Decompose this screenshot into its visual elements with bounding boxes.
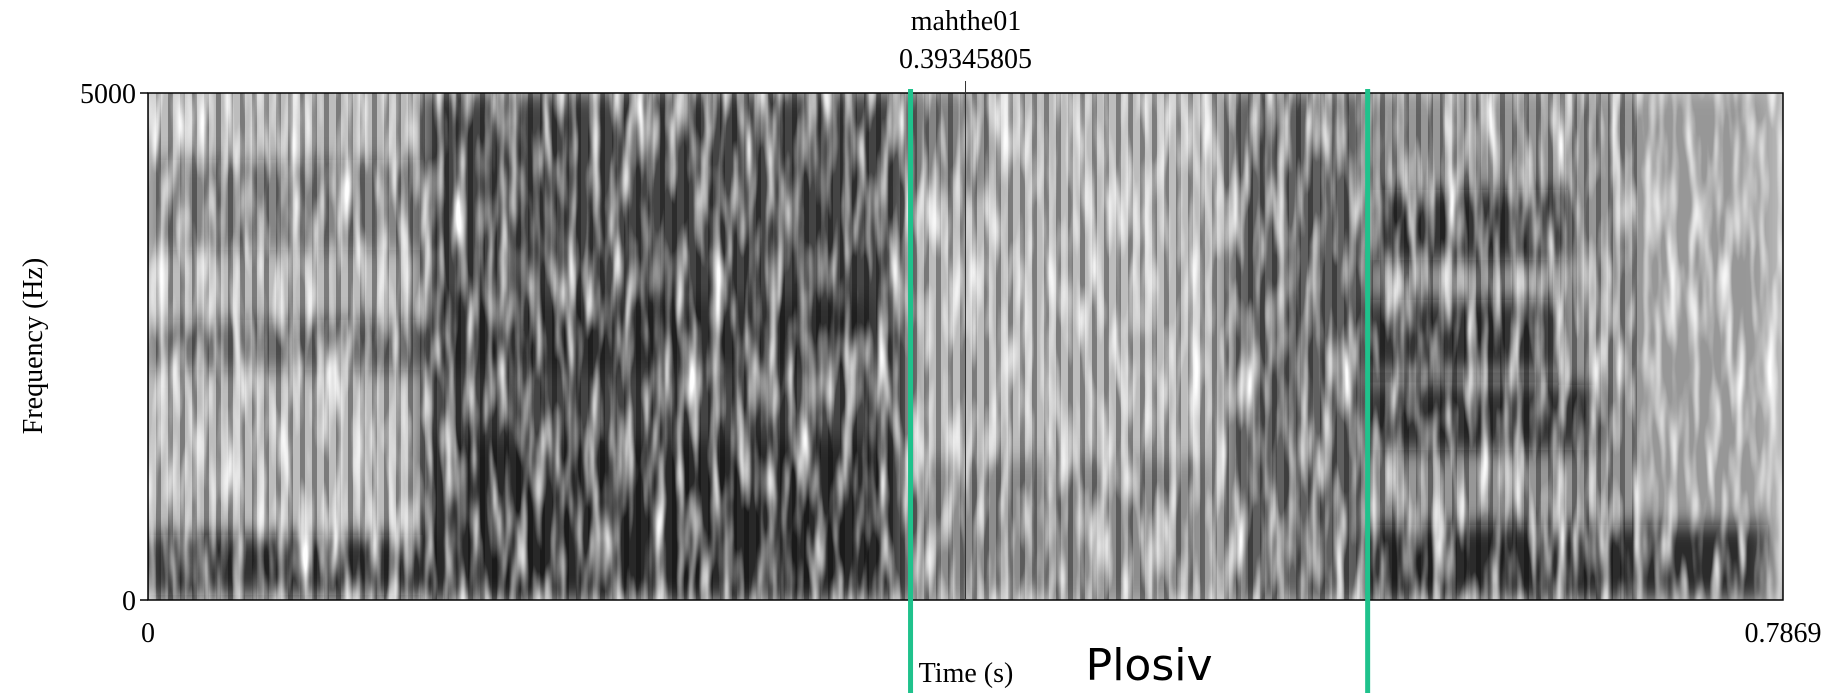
cursor-time: 0.39345805 <box>899 44 1032 75</box>
y-axis-label: Frequency (Hz) <box>18 258 49 434</box>
y-tick-label: 5000 <box>80 79 136 110</box>
y-tick-label: 0 <box>122 586 136 617</box>
x-tick-label: 0.7869 <box>1745 618 1822 649</box>
x-tick-label: 0 <box>141 618 155 649</box>
annotation: Plosiv <box>1086 640 1213 691</box>
file-name: mahthe01 <box>911 6 1021 37</box>
x-axis-label: Time (s) <box>919 658 1014 689</box>
